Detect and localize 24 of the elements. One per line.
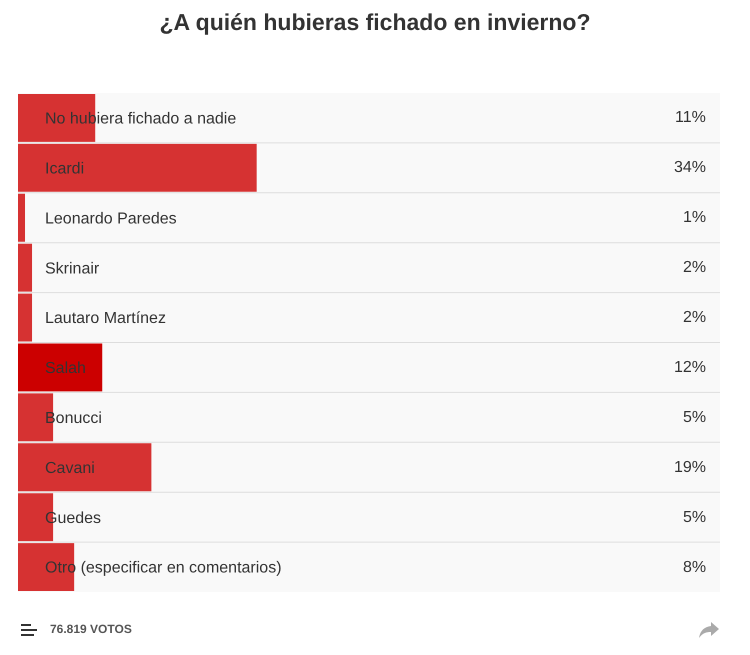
data-label: 11% xyxy=(675,109,706,126)
bar xyxy=(18,194,26,242)
data-label: 2% xyxy=(683,259,706,276)
data-label: 8% xyxy=(683,559,706,576)
bar xyxy=(18,443,152,492)
y-tick-label: Salah xyxy=(45,360,86,378)
bar xyxy=(18,344,102,392)
y-tick-label: Leonardo Paredes xyxy=(45,210,177,228)
data-label: 1% xyxy=(683,209,706,226)
data-label: 19% xyxy=(674,459,706,476)
data-label: 34% xyxy=(674,159,706,176)
data-label: 5% xyxy=(683,409,706,426)
y-tick-label: Icardi xyxy=(45,160,84,178)
y-tick-label: Skrinair xyxy=(45,260,100,278)
text: 76.819 VOTOS xyxy=(50,622,132,636)
data-label: 12% xyxy=(674,359,706,376)
bar xyxy=(18,294,32,342)
y-tick-label: Lautaro Martínez xyxy=(45,310,166,328)
bar xyxy=(18,144,257,192)
data-label: 5% xyxy=(683,509,706,526)
y-tick-label: Cavani xyxy=(45,460,95,477)
data-label: 2% xyxy=(683,309,706,326)
bar xyxy=(18,244,32,292)
chart-title: ¿A quién hubieras fichado en invierno? xyxy=(159,9,591,36)
